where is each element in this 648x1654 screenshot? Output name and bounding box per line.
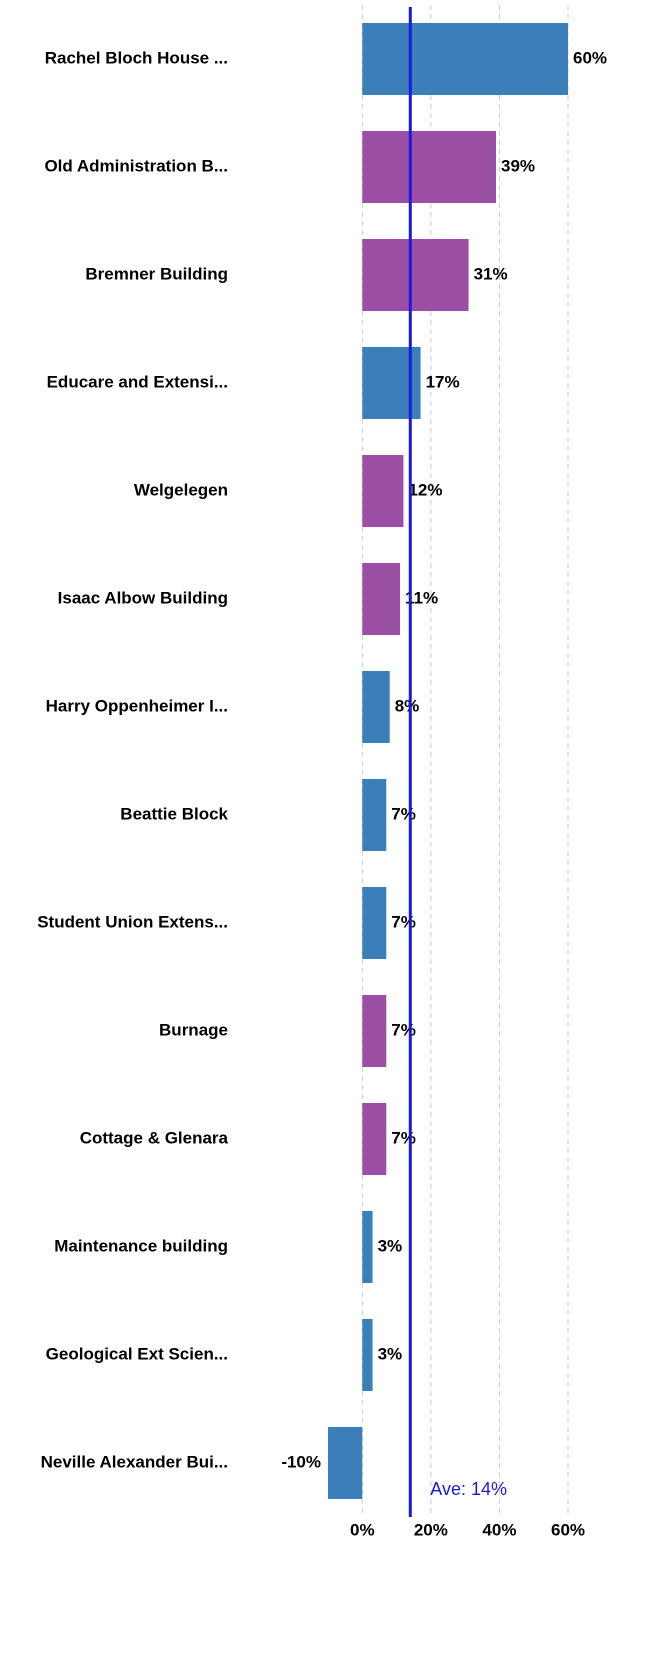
value-label: 39% xyxy=(501,156,535,175)
category-label: Welgelegen xyxy=(134,480,228,499)
value-label: 12% xyxy=(408,480,442,499)
value-label: 7% xyxy=(391,1128,416,1147)
value-label: 7% xyxy=(391,912,416,931)
value-label: 7% xyxy=(391,804,416,823)
value-label: 60% xyxy=(573,48,607,67)
category-label: Educare and Extensi... xyxy=(47,372,228,391)
category-label: Burnage xyxy=(159,1020,228,1039)
category-label: Geological Ext Scien... xyxy=(46,1344,228,1363)
bar xyxy=(362,1319,373,1391)
bar xyxy=(362,779,387,851)
category-label: Student Union Extens... xyxy=(37,912,228,931)
average-label: Ave: 14% xyxy=(430,1479,507,1499)
bar xyxy=(362,23,568,95)
category-label: Old Administration B... xyxy=(44,156,228,175)
bar xyxy=(362,1211,373,1283)
value-label: 3% xyxy=(378,1236,403,1255)
x-tick-label: 60% xyxy=(551,1520,585,1539)
category-label: Neville Alexander Bui... xyxy=(41,1452,228,1471)
category-label: Maintenance building xyxy=(54,1236,228,1255)
bar xyxy=(362,455,404,527)
bar xyxy=(362,887,387,959)
category-label: Rachel Bloch House ... xyxy=(45,48,228,67)
category-label: Beattie Block xyxy=(120,804,228,823)
value-label: 8% xyxy=(395,696,420,715)
x-tick-label: 40% xyxy=(482,1520,516,1539)
category-label: Cottage & Glenara xyxy=(80,1128,229,1147)
bar xyxy=(362,671,390,743)
bar xyxy=(362,347,421,419)
value-label: 7% xyxy=(391,1020,416,1039)
bar xyxy=(362,239,469,311)
category-label: Harry Oppenheimer I... xyxy=(46,696,228,715)
x-tick-label: 0% xyxy=(350,1520,375,1539)
bar xyxy=(362,131,496,203)
value-label: 31% xyxy=(474,264,508,283)
bar xyxy=(362,1103,387,1175)
bar xyxy=(328,1427,363,1499)
value-label: 11% xyxy=(405,588,438,607)
x-tick-label: 20% xyxy=(414,1520,448,1539)
bar xyxy=(362,563,400,635)
bar xyxy=(362,995,387,1067)
value-label: 17% xyxy=(426,372,460,391)
value-label: 3% xyxy=(378,1344,403,1363)
category-label: Bremner Building xyxy=(85,264,228,283)
value-label: -10% xyxy=(281,1452,321,1471)
category-label: Isaac Albow Building xyxy=(58,588,228,607)
